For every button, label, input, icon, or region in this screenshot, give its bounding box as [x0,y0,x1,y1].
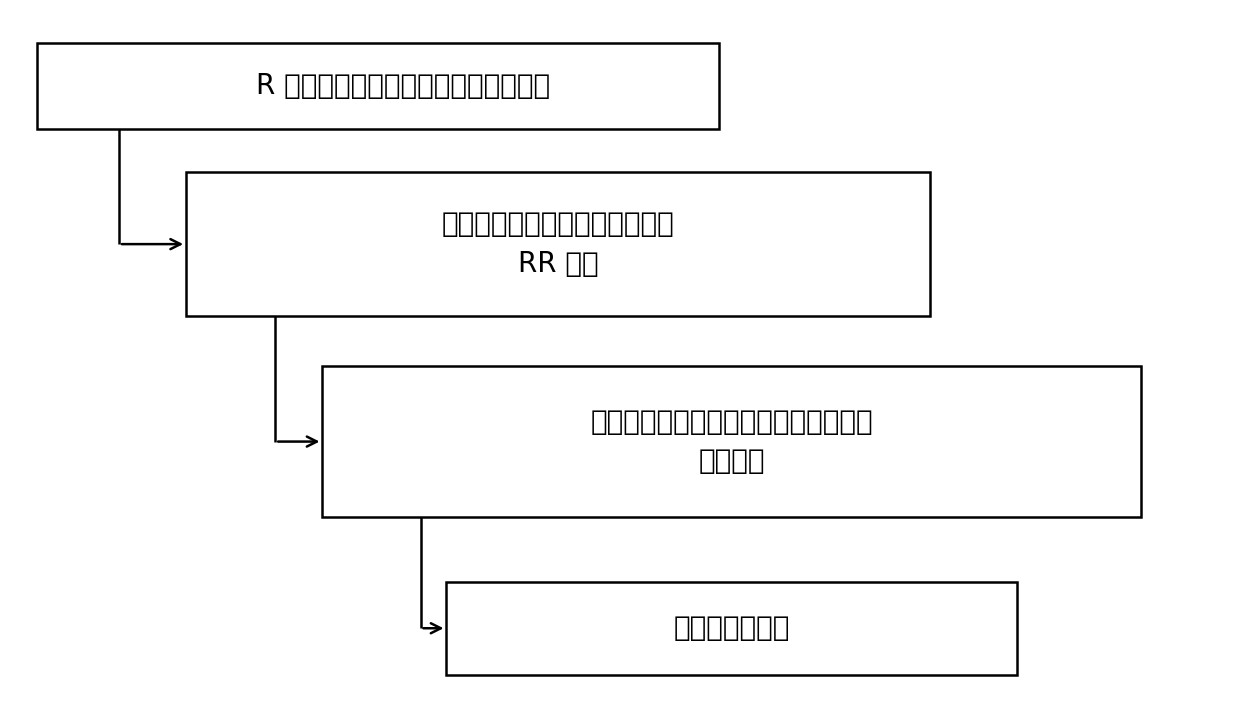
Text: 则性度量: 则性度量 [698,447,765,475]
Bar [446,582,1017,675]
Bar [186,172,930,316]
Text: 阈值法判定房颤: 阈值法判定房颤 [673,615,790,642]
Bar [322,366,1141,517]
Bar [37,43,719,129]
Text: 生成相邻两个都为室上性搏动的: 生成相邻两个都为室上性搏动的 [441,210,675,238]
Text: RR 间期: RR 间期 [517,250,599,278]
Text: 洛伦兹散点图几何分布特性方面的不规: 洛伦兹散点图几何分布特性方面的不规 [590,408,873,436]
Text: R 波定位并判别室性搏动和室上性搏动: R 波定位并判别室性搏动和室上性搏动 [255,73,551,100]
